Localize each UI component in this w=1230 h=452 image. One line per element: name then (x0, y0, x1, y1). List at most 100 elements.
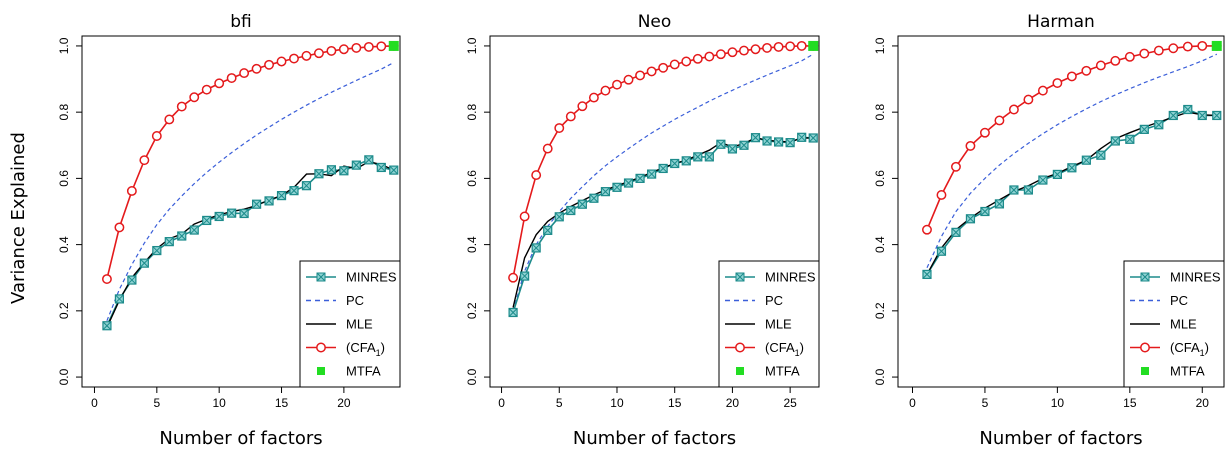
minres-point (951, 227, 961, 237)
chart-title: Neo (638, 12, 672, 32)
minres-point (102, 321, 112, 331)
cfa1-point (276, 56, 287, 67)
minres-point (785, 138, 795, 148)
cfa1-point (1168, 43, 1179, 54)
minres-point (351, 160, 361, 170)
plot-frame (81, 35, 401, 388)
minres-point (1052, 169, 1062, 180)
y-tick-label: 0.6 (873, 170, 887, 187)
chart-panel-3: Harman 0 5 10 15 20 0.0 0.2 0.4 0.6 0.8 1.0 Number o… (873, 12, 1225, 449)
legend-item: (CFA1) (725, 340, 804, 358)
legend-item: PC (1130, 293, 1188, 308)
cfa1-point (176, 101, 187, 112)
minres-point (1154, 120, 1164, 130)
minres-point (152, 245, 162, 256)
legend-label: PC (1170, 293, 1188, 308)
cfa1-point (715, 49, 726, 60)
minres-point (227, 208, 237, 218)
minres-point (214, 211, 224, 222)
minres-point (554, 212, 564, 222)
legend-item: MTFA (317, 364, 381, 379)
minres-point (762, 136, 772, 146)
cfa1-point (189, 92, 200, 103)
legend-label: MINRES (1170, 270, 1221, 285)
legend: MINRES PC MLE (CFA1) MTFA (718, 260, 820, 388)
legend-label: MTFA (1170, 364, 1205, 379)
cfa1-point (1066, 71, 1077, 82)
minres-point (750, 133, 761, 143)
legend-item: MINRES (306, 270, 397, 285)
minres-point (1110, 136, 1120, 146)
x-tick-label: 0 (909, 396, 916, 410)
cfa1-point (251, 63, 262, 74)
cfa1-point (508, 272, 519, 283)
series-minres-line (926, 108, 1217, 275)
cfa1-point (658, 62, 669, 73)
cfa1-point (681, 56, 692, 67)
cfa1-point (1124, 51, 1135, 62)
y-tick-label: 0.6 (57, 170, 71, 187)
cfa1-point (1095, 60, 1106, 71)
minres-point (670, 158, 680, 169)
y-tick-label: 0.2 (465, 302, 479, 319)
cfa1-point (1008, 104, 1019, 115)
minres-point (301, 181, 312, 191)
cfa1-point (313, 48, 324, 59)
minres-point (704, 152, 714, 162)
minres-point (797, 132, 807, 142)
legend-label: MINRES (765, 270, 816, 285)
cfa1-point (1037, 85, 1048, 96)
series-pc-line (926, 53, 1218, 269)
y-tick-label: 0.0 (57, 368, 71, 385)
cfa1-point (951, 161, 961, 172)
minres-point (693, 152, 703, 162)
cfa1-point (351, 42, 362, 53)
minres-point (681, 156, 691, 166)
legend-label: MLE (765, 317, 792, 332)
mtfa-point (808, 40, 819, 51)
minres-point (276, 191, 287, 201)
minres-point (739, 140, 749, 150)
y-tick-label: 0.0 (465, 368, 479, 385)
minres-point (1096, 150, 1106, 160)
minres-point (647, 169, 657, 179)
cfa1-point (922, 224, 932, 235)
minres-point (139, 258, 149, 268)
minres-point (1067, 163, 1077, 173)
minres-point (1009, 185, 1019, 195)
x-tick-label: 5 (556, 396, 563, 410)
mtfa-point (1211, 40, 1222, 51)
series-pc-line (106, 61, 395, 322)
minres-point (589, 193, 599, 203)
legend: MINRES PC MLE (CFA1) MTFA (299, 260, 401, 388)
cfa1-point (554, 123, 565, 134)
minres-point (389, 165, 399, 175)
minres-point (600, 187, 611, 197)
minres-point (376, 162, 386, 173)
chart-title: Harman (1027, 12, 1095, 32)
chart-panel-2: Neo 0 5 10 15 20 25 0.0 0.2 0.4 0.6 0.8 1.0 Number of… (465, 12, 820, 449)
cfa1-point (338, 44, 349, 55)
minres-point (1125, 134, 1135, 144)
minres-point (635, 173, 645, 183)
cfa1-point (692, 53, 703, 64)
minres-point (936, 246, 947, 256)
cfa1-point (326, 45, 337, 56)
cfa1-point (126, 186, 137, 196)
cfa1-point (669, 59, 680, 70)
cfa1-point (762, 42, 773, 53)
series-cfa1-line (106, 45, 394, 280)
minres-point (189, 225, 199, 235)
chart-panel-1: bfi 0 5 10 15 20 0.0 0.2 0.4 0.6 0.8 1.0 Number of f… (57, 12, 401, 449)
y-tick-label: 0.4 (57, 236, 71, 253)
minres-point (314, 169, 324, 179)
y-tick-label: 0.8 (57, 103, 71, 120)
cfa1-point (936, 189, 947, 200)
cfa1-point (376, 41, 387, 52)
x-tick-label: 5 (153, 396, 160, 410)
minres-point (994, 199, 1005, 209)
cfa1-point (1139, 48, 1150, 59)
minres-point (577, 199, 587, 209)
minres-point (980, 206, 990, 217)
